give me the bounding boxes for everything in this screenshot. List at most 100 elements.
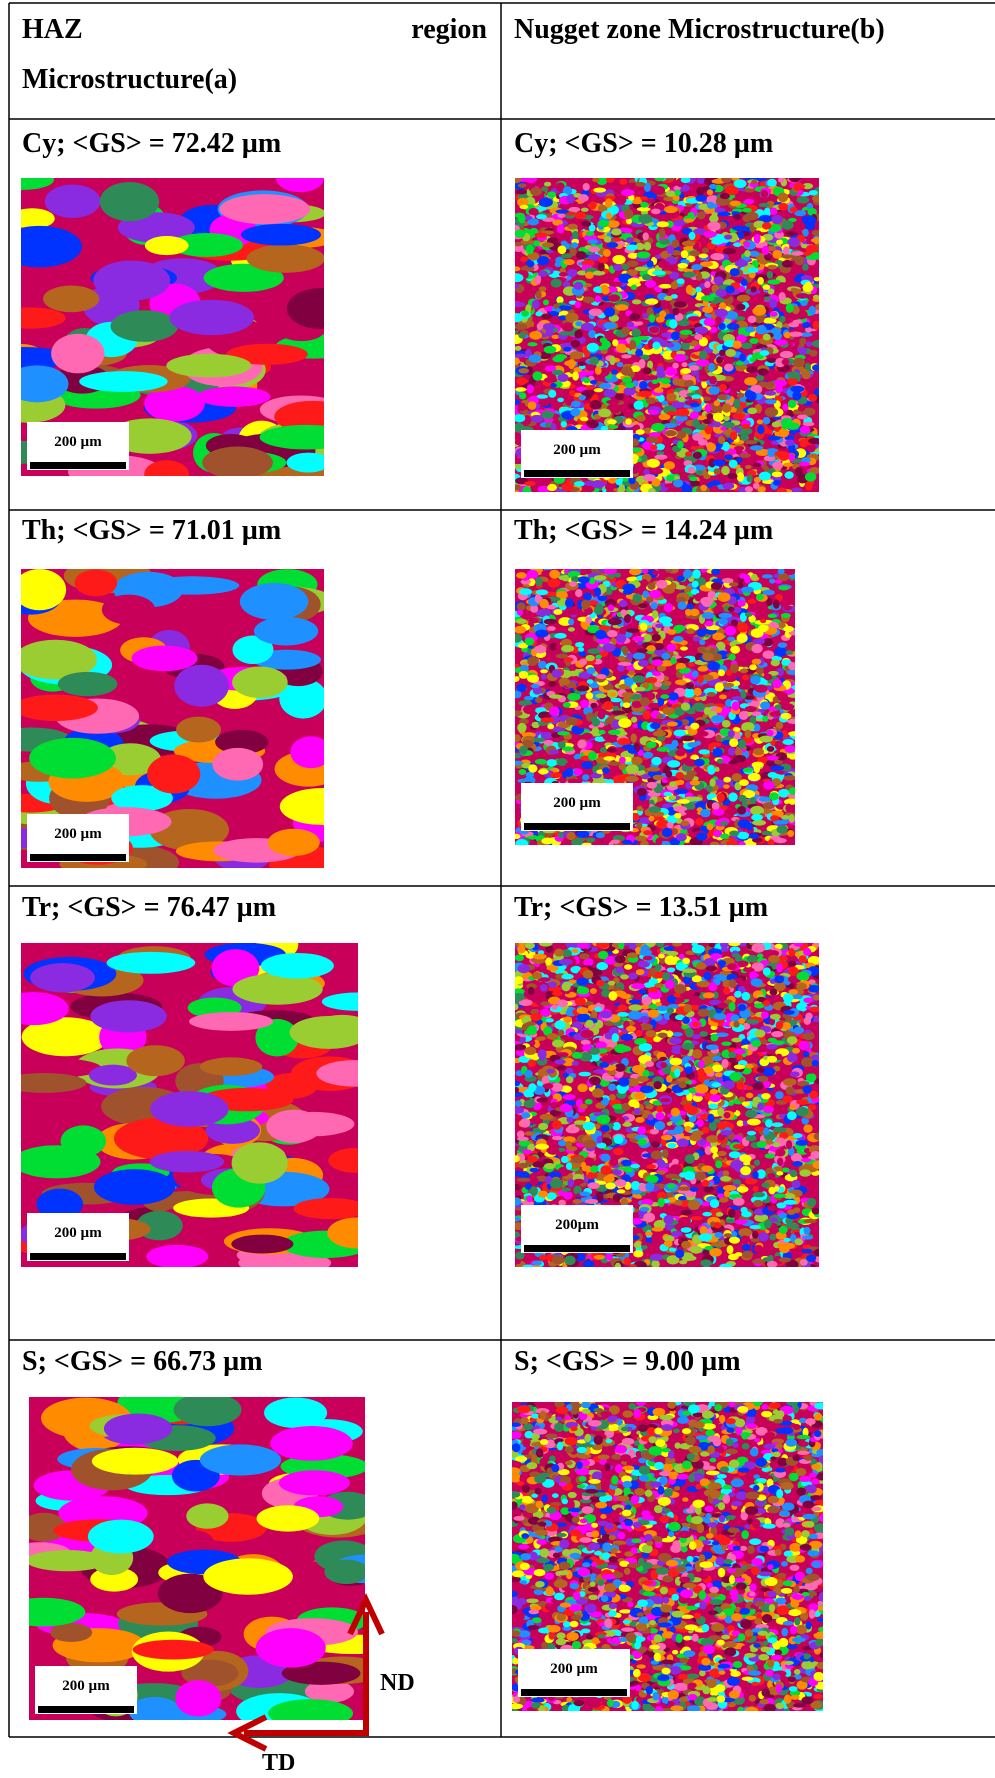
grain — [697, 176, 705, 184]
grain — [684, 809, 697, 813]
grain — [543, 323, 555, 330]
grain — [520, 256, 528, 262]
grain — [652, 634, 661, 642]
grain — [569, 390, 575, 396]
grain — [519, 588, 532, 595]
grain — [719, 694, 727, 699]
grain — [276, 165, 324, 193]
grain — [268, 829, 320, 856]
grain — [652, 271, 666, 276]
grain — [260, 425, 353, 450]
grain — [578, 576, 590, 583]
scale-bar-label: 200 µm — [553, 442, 601, 458]
grain — [664, 603, 673, 612]
grain — [513, 414, 525, 422]
grain — [630, 733, 636, 742]
grain — [619, 600, 628, 607]
grain — [787, 371, 799, 378]
grain — [595, 630, 606, 640]
grain — [682, 374, 693, 380]
grain — [778, 193, 788, 203]
grain — [775, 741, 783, 750]
grain — [699, 254, 709, 259]
grain — [734, 179, 747, 188]
grain — [759, 203, 770, 207]
grain — [672, 363, 678, 369]
grain — [810, 252, 823, 260]
grain — [749, 664, 757, 670]
grain — [728, 607, 735, 612]
grain — [529, 354, 542, 362]
grain — [681, 736, 694, 742]
grain — [664, 296, 673, 301]
grain — [613, 264, 623, 271]
grain — [783, 247, 790, 256]
grain — [666, 474, 674, 481]
grain — [647, 767, 661, 772]
grain — [617, 738, 630, 746]
grain — [739, 453, 750, 458]
grain — [232, 974, 322, 1005]
grain — [568, 627, 575, 631]
grain — [548, 681, 557, 687]
grain — [280, 788, 365, 825]
grain — [547, 605, 556, 610]
grain — [678, 320, 690, 326]
grain — [515, 839, 528, 848]
grain — [588, 751, 597, 761]
grain — [586, 692, 594, 699]
grain — [583, 183, 590, 191]
grain — [581, 221, 591, 227]
grain — [647, 260, 654, 267]
grain — [132, 645, 198, 671]
grain — [632, 675, 646, 683]
grain — [654, 388, 663, 393]
grain — [765, 391, 776, 396]
grain — [697, 211, 705, 219]
grain — [628, 670, 635, 675]
grain — [554, 633, 566, 639]
grain — [705, 621, 714, 627]
grain — [549, 750, 560, 755]
grain — [738, 739, 746, 749]
grain — [701, 295, 714, 301]
grain — [609, 356, 615, 365]
grain — [645, 294, 656, 299]
grain — [522, 290, 536, 295]
grain — [714, 468, 721, 474]
grain — [785, 567, 795, 575]
grain — [656, 580, 668, 589]
grain — [553, 303, 559, 308]
grain — [592, 276, 605, 284]
grain — [695, 818, 704, 826]
grain — [524, 696, 534, 700]
grain — [559, 305, 568, 309]
grain — [713, 413, 724, 422]
grain — [767, 358, 776, 363]
grain — [596, 674, 606, 679]
grain — [798, 406, 805, 412]
grain — [656, 714, 663, 718]
grain — [728, 747, 736, 756]
grain — [753, 194, 760, 199]
grain — [580, 417, 588, 421]
grain — [676, 658, 690, 663]
grain — [637, 788, 647, 796]
grain — [518, 332, 526, 338]
grain — [663, 423, 676, 428]
grain — [733, 399, 740, 409]
grain — [659, 228, 666, 238]
grain — [652, 610, 659, 619]
grain — [603, 756, 615, 761]
grain — [611, 370, 618, 375]
grain — [757, 425, 764, 434]
grain — [557, 245, 566, 254]
grain — [709, 386, 720, 395]
grain — [541, 313, 552, 319]
grain — [738, 841, 746, 848]
grain — [767, 755, 779, 760]
grain — [535, 577, 542, 586]
grain — [627, 653, 633, 660]
grain — [777, 692, 788, 701]
grain — [635, 349, 643, 357]
